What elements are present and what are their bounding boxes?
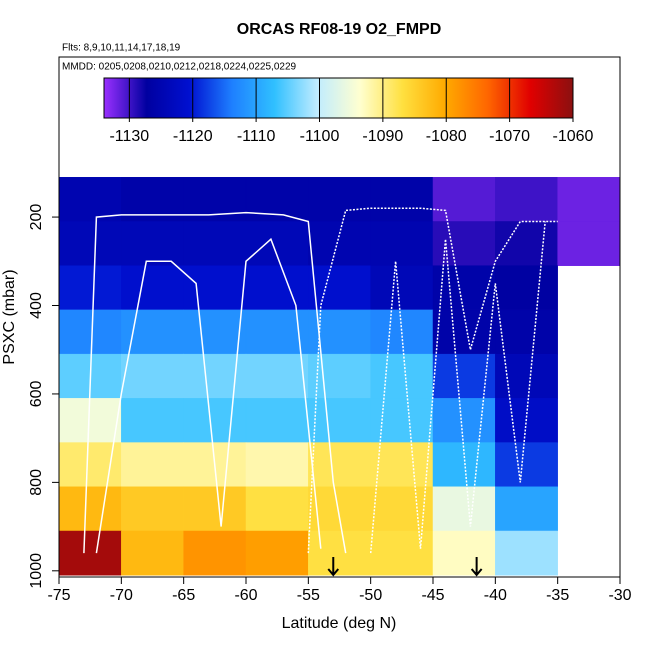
heat-cell — [183, 221, 247, 266]
heat-cell — [245, 221, 309, 266]
y-tick-label: 600 — [28, 380, 45, 407]
heat-cell — [557, 177, 621, 222]
heat-cell — [308, 442, 371, 488]
heat-cell — [245, 398, 309, 443]
colorbar-tick-label: -1100 — [300, 128, 340, 145]
colorbar-tick-label: -1110 — [237, 128, 276, 145]
y-axis-label: PSXC (mbar) — [1, 269, 18, 364]
heat-cell — [58, 309, 122, 355]
heat-cell — [183, 309, 247, 355]
flight-track — [307, 207, 558, 554]
heat-cell — [432, 177, 496, 222]
x-axis-label: Latitude (deg N) — [282, 615, 397, 632]
heat-cell — [121, 177, 184, 222]
heat-cell — [245, 486, 309, 532]
heat-cell — [58, 265, 122, 311]
heat-cell — [121, 353, 184, 399]
heat-cell — [370, 265, 434, 311]
heat-cell — [308, 530, 371, 576]
x-tick-label: -70 — [110, 587, 133, 604]
heat-cell — [58, 530, 122, 576]
arrow — [327, 557, 340, 577]
x-tick-label: -55 — [297, 587, 320, 604]
heat-cell — [121, 530, 184, 576]
heat-cell — [183, 265, 247, 311]
heat-cell — [121, 486, 184, 532]
heat-cell — [245, 177, 309, 222]
x-tick-label: -65 — [172, 587, 195, 604]
heat-cell — [495, 486, 558, 532]
x-tick-label: -30 — [608, 587, 631, 604]
heat-cell — [495, 221, 558, 266]
heat-cell — [432, 530, 496, 576]
heat-cell — [121, 221, 184, 266]
annotation: MMDD: 0205,0208,0210,0212,0218,0224,0225… — [62, 62, 297, 73]
flight-track — [95, 237, 322, 554]
colorbar-tick-label: -1120 — [173, 128, 213, 145]
heat-cell — [58, 486, 122, 532]
x-tick-label: -40 — [484, 587, 507, 604]
heat-cell — [495, 398, 558, 443]
heat-cell — [370, 530, 434, 576]
x-tick-label: -35 — [546, 587, 569, 604]
x-tick-label: -50 — [359, 587, 382, 604]
heat-cell — [495, 353, 558, 399]
colorbar-tick-label: -1090 — [362, 128, 403, 145]
arrow — [470, 557, 483, 577]
heat-cell — [370, 309, 434, 355]
heat-cell — [495, 177, 558, 222]
heat-cell — [183, 398, 247, 443]
colorbar — [103, 77, 574, 119]
heat-cell — [495, 309, 558, 355]
y-tick-label: 1000 — [28, 553, 45, 589]
heat-cell — [183, 486, 247, 532]
colorbar-tick-label: -1130 — [109, 128, 149, 145]
heat-cell — [308, 221, 371, 266]
y-tick-label: 800 — [28, 469, 45, 496]
x-tick-label: -45 — [421, 587, 444, 604]
heat-cell — [58, 398, 122, 443]
heat-cell — [183, 530, 247, 576]
plot-frame — [58, 56, 621, 578]
heat-cell — [432, 221, 496, 266]
heat-cell — [370, 442, 434, 488]
heat-cell — [58, 177, 122, 222]
heat-cell — [308, 177, 371, 222]
heat-cell — [370, 177, 434, 222]
heat-cell — [495, 265, 558, 311]
heat-cell — [245, 530, 309, 576]
flight-track — [83, 211, 347, 554]
heat-cell — [432, 486, 496, 532]
heat-cell — [245, 265, 309, 311]
colorbar-tick-label: -1070 — [489, 128, 530, 145]
heat-cell — [245, 442, 309, 488]
heat-cell — [121, 309, 184, 355]
colorbar-tick-label: -1080 — [426, 128, 467, 145]
colorbar-tick-label: -1060 — [553, 128, 594, 145]
heat-cell — [370, 353, 434, 399]
heat-cell — [495, 442, 558, 488]
heat-cell — [121, 398, 184, 443]
heat-cell — [58, 221, 122, 266]
heat-cell — [245, 353, 309, 399]
heat-cell — [495, 530, 558, 576]
heat-cell — [370, 221, 434, 266]
heat-cell — [121, 442, 184, 488]
heat-cell — [308, 265, 371, 311]
chart-title: ORCAS RF08-19 O2_FMPD — [237, 21, 442, 38]
flight-track — [369, 221, 546, 554]
heat-cell — [308, 398, 371, 443]
subtitle: Flts: 8,9,10,11,14,17,18,19 — [62, 43, 181, 54]
x-tick-label: -75 — [47, 587, 70, 604]
heat-cell — [370, 398, 434, 443]
heat-cell — [557, 221, 621, 266]
y-tick-label: 200 — [28, 204, 45, 231]
heat-cell — [121, 265, 184, 311]
x-tick-label: -60 — [234, 587, 257, 604]
heat-cell — [432, 398, 496, 443]
y-tick-label: 400 — [28, 292, 45, 319]
